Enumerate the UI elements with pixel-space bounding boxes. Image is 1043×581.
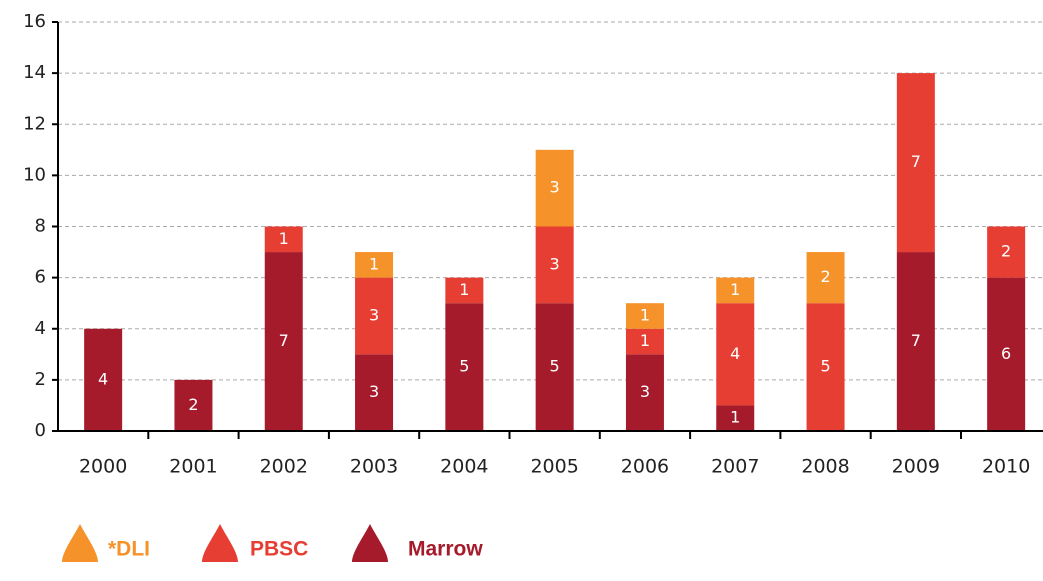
x-tick-label: 2007 <box>711 456 759 478</box>
x-tick-label: 2001 <box>169 456 217 478</box>
value-label: 5 <box>550 357 560 376</box>
bar-segment <box>535 226 574 304</box>
bar-segment <box>896 252 935 431</box>
bar-segment <box>535 149 574 227</box>
legend-icon <box>202 524 238 562</box>
value-label: 3 <box>640 382 650 401</box>
bar-segment <box>987 226 1026 278</box>
value-label: 6 <box>1001 344 1011 363</box>
bar-segment <box>716 405 755 431</box>
value-label: 1 <box>369 254 379 273</box>
bar-segment <box>625 303 664 329</box>
bar-segment <box>535 303 574 431</box>
y-tick-label: 12 <box>23 113 46 134</box>
bar-segment <box>987 277 1026 431</box>
value-label: 7 <box>911 331 921 350</box>
x-tick-label: 2009 <box>892 456 940 478</box>
value-label: 3 <box>550 254 560 273</box>
value-label: 1 <box>640 331 650 350</box>
value-label: 1 <box>730 280 740 299</box>
bar-segment <box>355 252 394 278</box>
value-label: 5 <box>820 357 830 376</box>
bar-segment <box>625 354 664 431</box>
value-label: 4 <box>730 344 740 363</box>
y-tick-label: 16 <box>23 11 46 32</box>
value-label: 3 <box>369 382 379 401</box>
value-label: 1 <box>279 229 289 248</box>
y-tick-label: 4 <box>35 318 46 339</box>
value-label: 7 <box>911 152 921 171</box>
value-label: 4 <box>98 369 108 388</box>
bar-segment <box>716 277 755 304</box>
legend-icon <box>352 524 388 562</box>
bar-segment <box>174 379 213 431</box>
value-label: 2 <box>1001 242 1011 261</box>
y-tick-label: 6 <box>35 267 46 288</box>
bar-segment <box>264 252 303 431</box>
legend-label: PBSC <box>250 538 308 561</box>
legend-label: Marrow <box>408 538 483 561</box>
y-tick-label: 2 <box>35 369 46 390</box>
bar-segment <box>806 303 845 431</box>
bar-segment <box>445 303 484 431</box>
legend-icon <box>62 524 98 562</box>
bar-segment <box>264 226 303 253</box>
value-label: 1 <box>459 280 469 299</box>
bar-segment <box>806 252 845 304</box>
bar-segment <box>625 328 664 355</box>
bar-segment <box>84 328 123 431</box>
y-tick-label: 0 <box>35 420 46 441</box>
y-tick-label: 8 <box>35 216 46 237</box>
x-tick-label: 2003 <box>350 456 398 478</box>
value-label: 2 <box>188 395 198 414</box>
bar-segment <box>896 73 935 253</box>
x-tick-label: 2010 <box>982 456 1030 478</box>
value-label: 2 <box>820 267 830 286</box>
x-tick-label: 2002 <box>260 456 308 478</box>
legend-label: *DLI <box>108 538 150 561</box>
x-tick-label: 2008 <box>801 456 849 478</box>
value-label: 5 <box>459 357 469 376</box>
value-label: 3 <box>550 178 560 197</box>
value-label: 3 <box>369 305 379 324</box>
x-tick-label: 2004 <box>440 456 488 478</box>
bar-segment <box>355 354 394 431</box>
bar-segment <box>445 277 484 304</box>
value-label: 7 <box>279 331 289 350</box>
y-tick-label: 14 <box>23 62 46 83</box>
bar-segment <box>355 277 394 355</box>
bar-segment <box>716 303 755 406</box>
x-tick-label: 2006 <box>621 456 669 478</box>
value-label: 1 <box>730 408 740 427</box>
y-tick-label: 10 <box>23 164 46 185</box>
x-tick-label: 2000 <box>79 456 127 478</box>
value-label: 1 <box>640 305 650 324</box>
x-tick-label: 2005 <box>530 456 578 478</box>
